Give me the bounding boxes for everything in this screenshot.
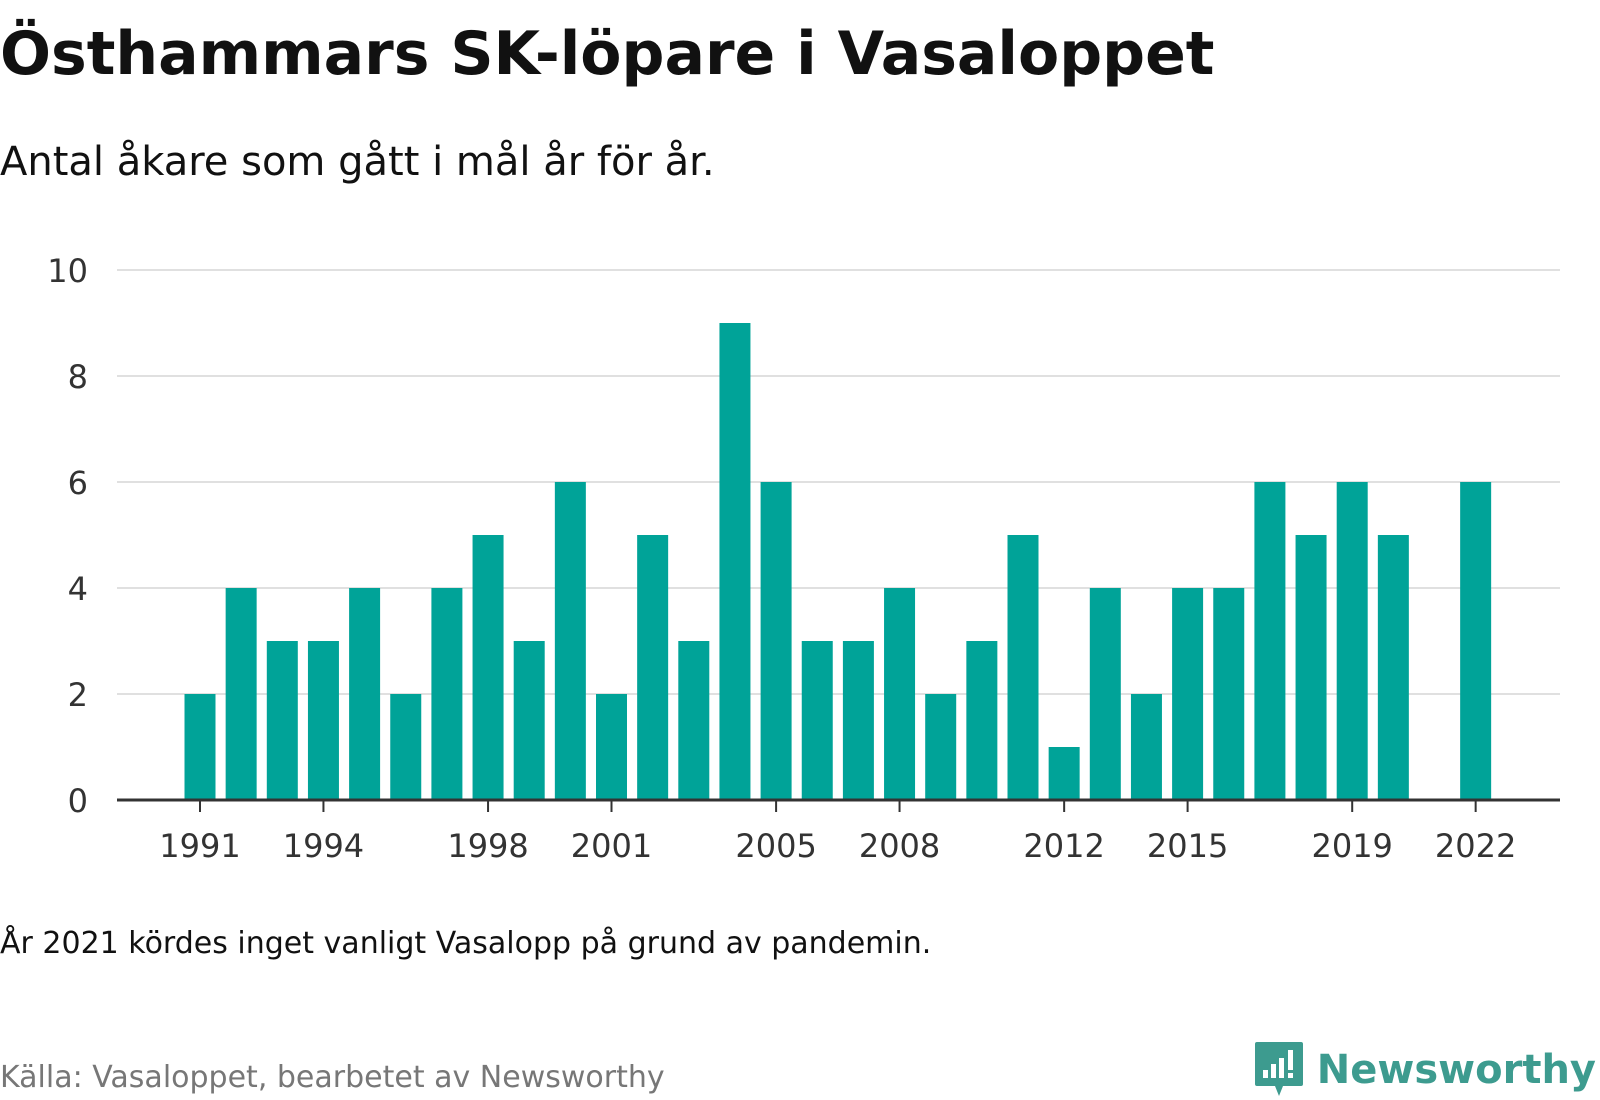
bar-2018 [1295,535,1327,800]
bars [184,323,1492,800]
x-tick-label: 2019 [1311,827,1392,865]
x-tick-label: 2012 [1023,827,1104,865]
x-tick-label: 2008 [859,827,940,865]
bar-2011 [1007,535,1039,800]
y-tick-label: 4 [68,570,88,608]
bar-2009 [925,694,957,800]
bar-2016 [1213,588,1245,800]
bar-1992 [225,588,257,800]
bar-chart: 0 2 4 6 8 10 1991 1994 1998 2001 2005 2008 2012 2015… [47,252,1560,865]
y-tick-label: 8 [68,358,88,396]
bar-2002 [637,535,669,800]
chart-title: Östhammars SK-löpare i Vasaloppet [0,19,1215,89]
x-tick-label: 2015 [1147,827,1228,865]
x-tick-label: 2022 [1435,827,1516,865]
y-tick-label: 0 [68,782,88,820]
newsworthy-logo: Newsworthy [1253,1040,1596,1100]
bar-1999 [513,641,545,800]
bar-2008 [884,588,916,800]
bar-2017 [1254,482,1286,800]
bar-2022 [1460,482,1492,800]
bar-1991 [184,694,216,800]
y-axis-ticks: 0 2 4 6 8 10 [47,252,88,820]
bar-2005 [760,482,792,800]
chart-subtitle: Antal åkare som gått i mål år för år. [0,139,715,185]
bar-2007 [842,641,874,800]
y-tick-label: 10 [47,252,88,290]
x-tick-label: 1991 [159,827,240,865]
bar-1993 [266,641,298,800]
bar-2014 [1130,694,1162,800]
x-axis-ticks: 1991 1994 1998 2001 2005 2008 2012 2015 2019 2022 [159,800,1516,865]
bar-2004 [719,323,751,800]
newsworthy-logo-icon [1254,1042,1303,1096]
bar-2020 [1377,535,1409,800]
bar-2006 [801,641,833,800]
bar-2003 [678,641,710,800]
bar-2013 [1089,588,1121,800]
bar-2012 [1048,747,1080,800]
x-tick-label: 1994 [283,827,364,865]
bar-1998 [472,535,504,800]
bar-1996 [390,694,422,800]
logo-text: Newsworthy [1316,1047,1596,1093]
bar-2000 [554,482,586,800]
y-tick-label: 2 [68,676,88,714]
x-tick-label: 1998 [447,827,528,865]
x-tick-label: 2001 [571,827,652,865]
source-credit: Källa: Vasaloppet, bearbetet av Newswort… [0,1060,665,1095]
bar-1995 [349,588,381,800]
bar-1994 [307,641,339,800]
bar-2001 [596,694,627,800]
bar-2019 [1336,482,1368,800]
bar-2010 [966,641,998,800]
y-tick-label: 6 [68,464,88,502]
bar-2015 [1172,588,1204,800]
bar-1997 [431,588,463,800]
x-tick-label: 2005 [735,827,816,865]
chart-note: År 2021 kördes inget vanligt Vasalopp på… [0,926,932,961]
